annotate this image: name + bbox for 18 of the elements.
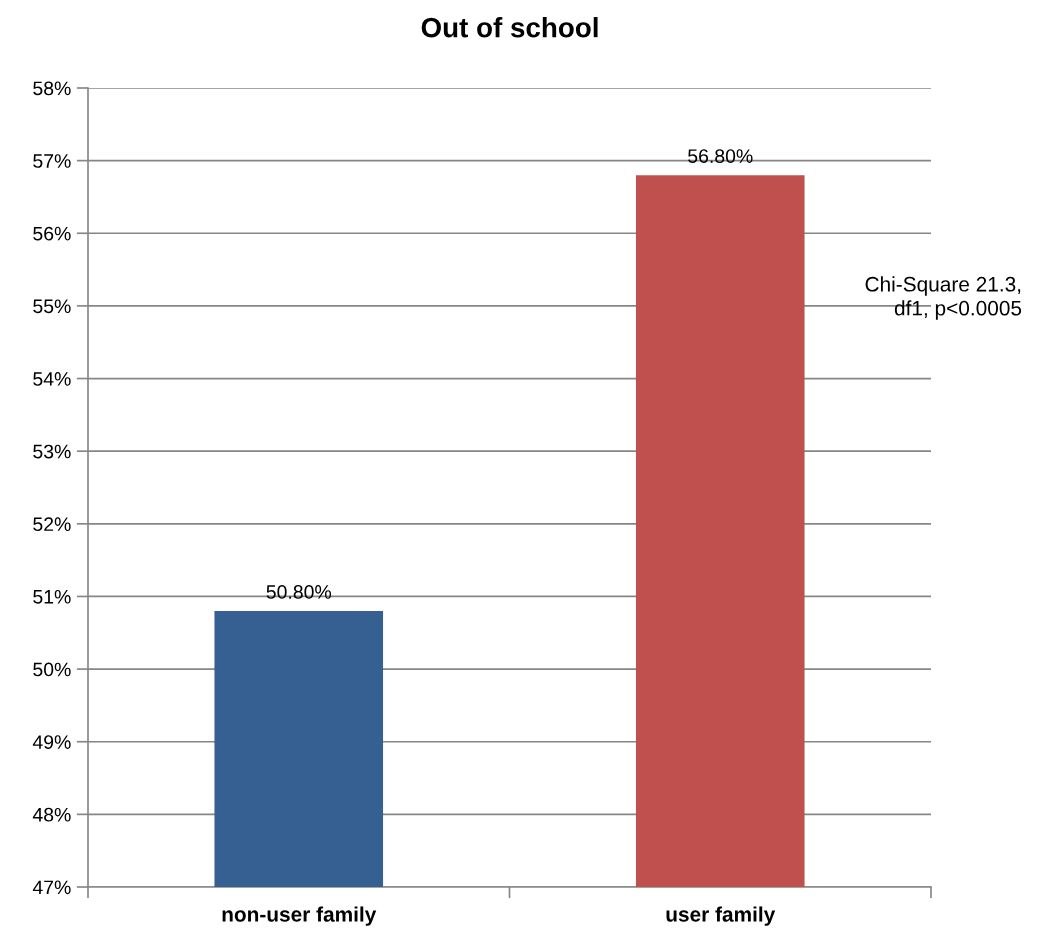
y-tick-label: 49% [32, 735, 71, 749]
data-label: 50.80% [266, 585, 332, 599]
y-tick-label: 54% [33, 372, 71, 386]
y-tick-label: 48% [32, 807, 71, 822]
chart-title: Out of school [421, 17, 598, 38]
y-tick-label: 52% [33, 517, 71, 532]
x-tick-label: non-user family [222, 906, 377, 926]
y-tick-label: 50% [33, 662, 71, 677]
annotation: Chi-Square 21.3, df1, p<0.0005 [865, 276, 1022, 320]
y-tick-label: 47% [32, 880, 71, 895]
x-tick-label: user family [666, 906, 776, 926]
y-tick-label: 51% [33, 590, 71, 604]
data-label: 56.80% [688, 149, 753, 163]
y-tick-label: 55% [33, 299, 71, 314]
y-tick-label: 57% [33, 154, 71, 168]
y-tick-label: 56% [33, 226, 71, 241]
y-tick-label: 58% [33, 81, 71, 96]
y-tick-label: 53% [33, 444, 71, 459]
